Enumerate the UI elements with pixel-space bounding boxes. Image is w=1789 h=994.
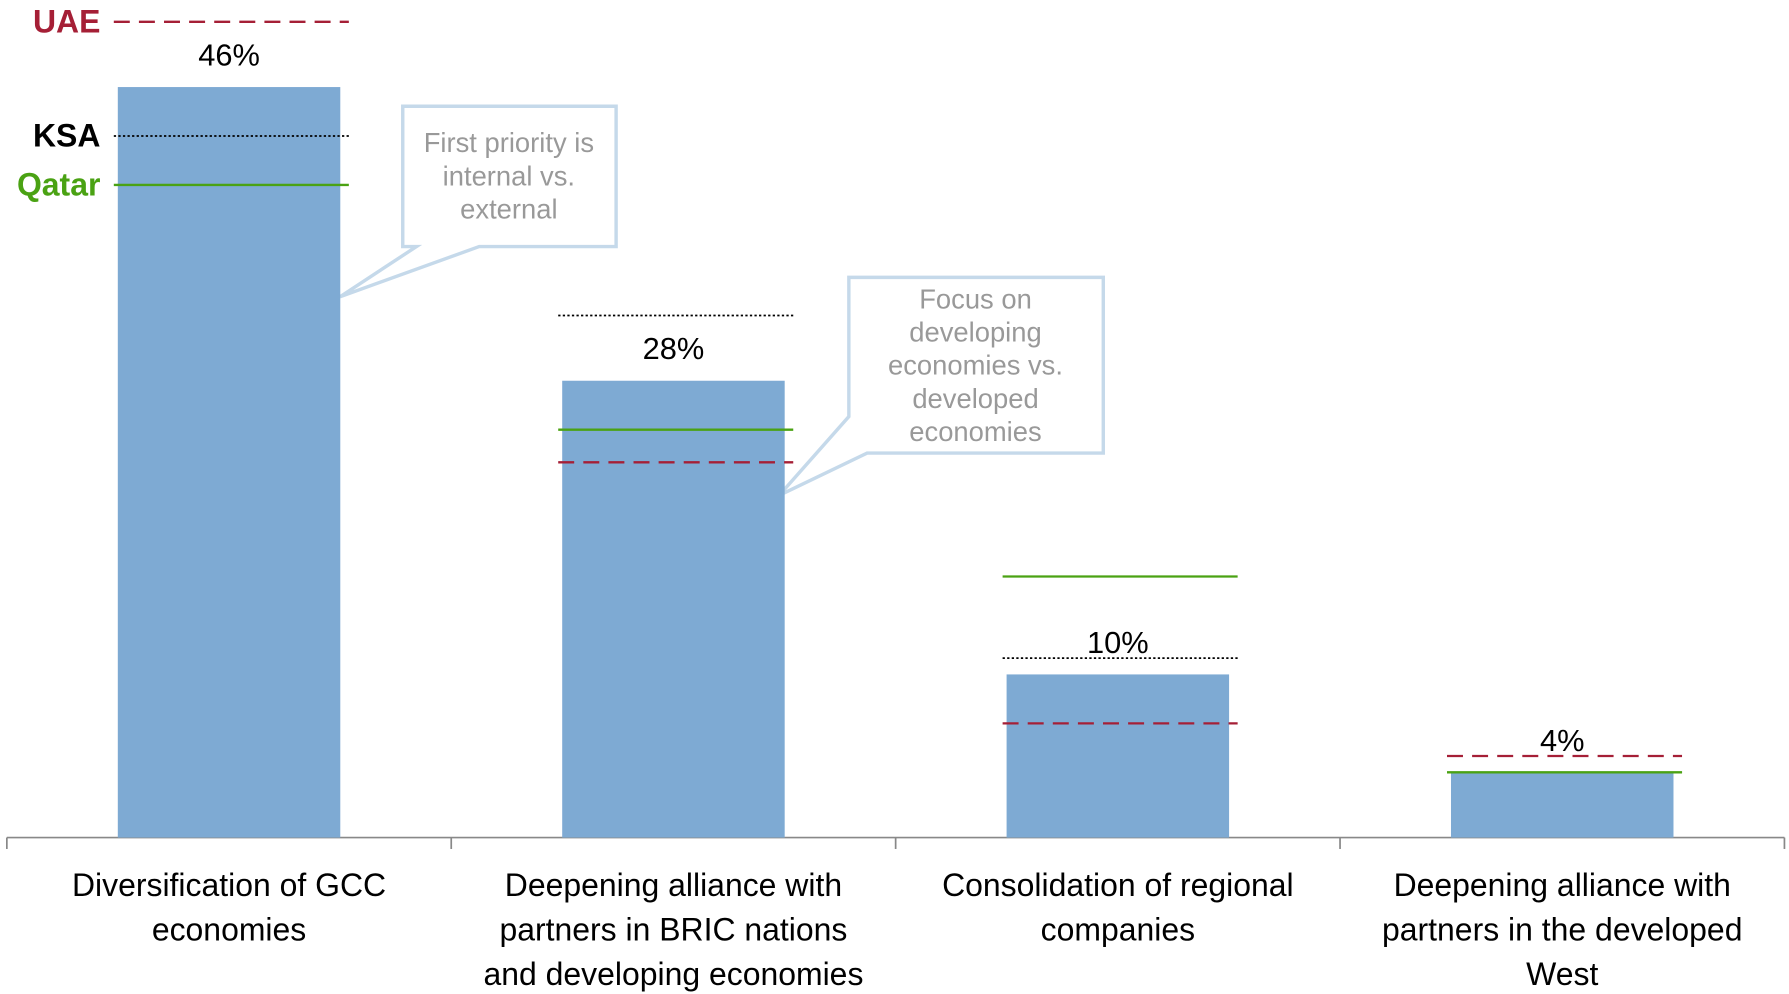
x-tick-label: companies (1041, 912, 1195, 948)
annotation: First priority is (424, 127, 594, 158)
bar (117, 87, 341, 838)
callout-box (777, 275, 1106, 497)
x-tick-label: Deepening alliance with (505, 867, 842, 903)
annotation: Focus on (919, 284, 1032, 315)
x-tick-label: partners in BRIC nations (499, 912, 847, 948)
bar (1450, 772, 1674, 838)
legend-label: KSA (33, 118, 100, 154)
annotation: external (460, 193, 557, 224)
value-label: 28% (643, 331, 705, 366)
value-label: 10% (1087, 625, 1149, 660)
x-tick-label: economies (152, 912, 306, 948)
x-tick-label: partners in the developed (1382, 912, 1742, 948)
callout-box (339, 104, 618, 299)
bar (1006, 674, 1230, 838)
x-tick-label: Consolidation of regional (942, 867, 1294, 903)
legend-label: UAE (33, 4, 100, 40)
x-tick-label: Deepening alliance with (1394, 867, 1731, 903)
value-label: 4% (1540, 723, 1585, 758)
x-tick-label: Diversification of GCC (72, 867, 386, 903)
x-tick-label: and developing economies (483, 956, 863, 992)
x-tick-label: West (1526, 956, 1598, 992)
bar (562, 380, 785, 838)
annotation: developing (909, 317, 1041, 348)
annotation: economies vs. (888, 350, 1063, 381)
annotation: economies (909, 416, 1041, 447)
legend-label: Qatar (17, 167, 100, 203)
value-label: 46% (198, 38, 260, 73)
annotation: internal vs. (443, 160, 575, 191)
annotation: developed (912, 383, 1038, 414)
